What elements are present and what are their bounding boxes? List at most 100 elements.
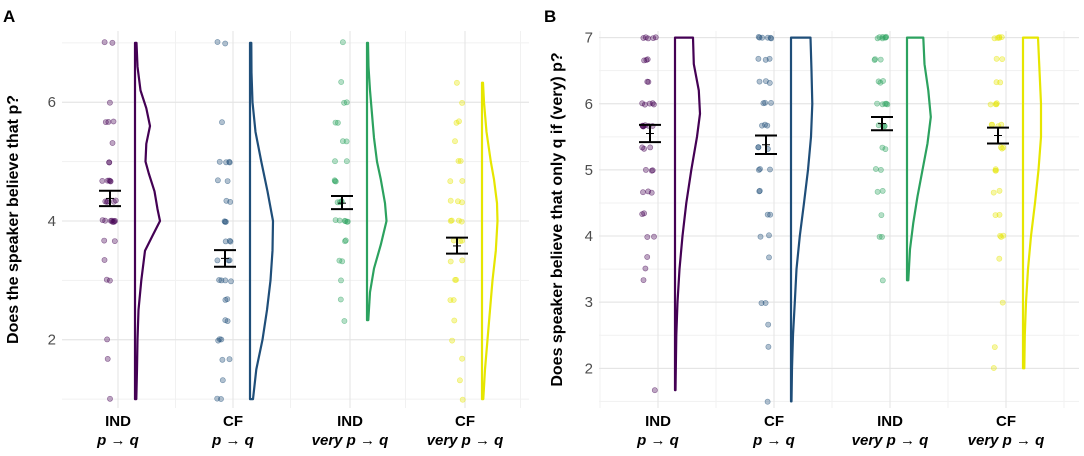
data-point xyxy=(101,237,108,244)
data-point xyxy=(882,146,889,152)
data-point xyxy=(996,187,1003,194)
data-point xyxy=(450,297,457,303)
data-point xyxy=(447,178,454,185)
data-point xyxy=(640,35,647,41)
data-point xyxy=(645,79,652,85)
series-4 xyxy=(446,79,499,403)
data-point xyxy=(648,189,655,196)
y-axis-label: Does the speaker believe that p? xyxy=(5,95,22,344)
data-point xyxy=(457,158,464,164)
data-point xyxy=(641,57,647,64)
data-point xyxy=(768,35,775,42)
y-axis-label: Does speaker believe that only q if (ver… xyxy=(549,52,566,386)
data-point xyxy=(331,177,338,184)
data-point xyxy=(459,355,465,362)
data-point xyxy=(342,238,348,245)
data-point xyxy=(874,188,881,195)
data-point xyxy=(459,396,466,403)
data-point xyxy=(337,296,344,303)
y-tick-label: 6 xyxy=(48,94,56,111)
data-point xyxy=(447,197,454,204)
data-point xyxy=(758,300,765,306)
data-point xyxy=(644,234,651,240)
panel-letter: B xyxy=(544,7,556,26)
data-point xyxy=(223,159,229,166)
x-category-label: CF xyxy=(764,413,784,430)
y-tick-label: 2 xyxy=(585,360,593,377)
panel-letter: A xyxy=(3,7,15,26)
data-point xyxy=(454,198,461,205)
data-point xyxy=(104,177,111,184)
x-category-sublabel: p → q xyxy=(636,432,679,449)
data-point xyxy=(766,254,772,261)
data-point xyxy=(992,212,999,218)
data-point xyxy=(642,101,648,108)
data-point xyxy=(999,299,1006,306)
data-point xyxy=(101,257,108,263)
data-point xyxy=(651,387,658,394)
data-point xyxy=(106,159,113,166)
data-point xyxy=(222,317,229,324)
data-point xyxy=(222,296,229,303)
data-point xyxy=(880,78,886,84)
data-point xyxy=(643,166,649,173)
data-point xyxy=(102,198,109,205)
data-point xyxy=(453,79,460,86)
data-point xyxy=(228,278,234,285)
data-point xyxy=(755,55,762,62)
y-tick-label: 5 xyxy=(585,162,593,179)
series-3 xyxy=(871,33,932,284)
data-point xyxy=(214,257,221,264)
density-violin xyxy=(480,81,499,401)
data-point xyxy=(456,377,463,384)
data-point xyxy=(459,257,466,264)
data-point xyxy=(999,56,1006,62)
x-category-label: CF xyxy=(996,413,1016,430)
data-point xyxy=(876,233,883,240)
data-point xyxy=(640,277,647,283)
data-point xyxy=(226,237,233,244)
panel-a: 2 4 6 A Does the speaker believe that p? IND p… xyxy=(3,7,529,449)
data-point xyxy=(452,138,458,145)
data-point xyxy=(341,318,348,324)
data-point xyxy=(648,167,655,174)
data-point xyxy=(453,119,460,126)
x-category-label: IND xyxy=(877,413,903,430)
series-3 xyxy=(331,39,388,324)
data-point xyxy=(755,144,762,151)
data-point xyxy=(449,337,455,344)
data-point xyxy=(878,166,884,173)
data-point xyxy=(226,257,233,264)
data-point xyxy=(757,233,764,240)
density-violin xyxy=(365,41,388,322)
y-tick-label: 4 xyxy=(48,213,56,230)
data-point xyxy=(640,189,646,196)
data-point xyxy=(107,277,113,284)
data-point xyxy=(447,258,454,265)
data-point xyxy=(339,39,346,46)
density-violin xyxy=(133,41,162,401)
data-point xyxy=(994,35,1001,41)
data-point xyxy=(767,211,774,218)
data-point xyxy=(339,138,346,145)
data-point xyxy=(110,118,117,125)
x-category-label: CF xyxy=(455,413,475,430)
data-point xyxy=(112,197,119,204)
data-point xyxy=(332,217,339,223)
data-point xyxy=(215,337,222,344)
y-tick-label: 3 xyxy=(585,294,593,311)
series-2 xyxy=(755,34,814,405)
data-point xyxy=(762,56,769,63)
data-point xyxy=(342,237,349,244)
data-point xyxy=(645,188,652,195)
data-point xyxy=(767,166,773,173)
data-point xyxy=(879,187,886,194)
data-point xyxy=(104,355,111,362)
data-point xyxy=(101,39,108,46)
data-point xyxy=(334,119,341,126)
density-violin xyxy=(1021,36,1043,370)
data-point xyxy=(458,218,465,225)
series-2 xyxy=(214,39,275,402)
data-point xyxy=(755,34,762,40)
